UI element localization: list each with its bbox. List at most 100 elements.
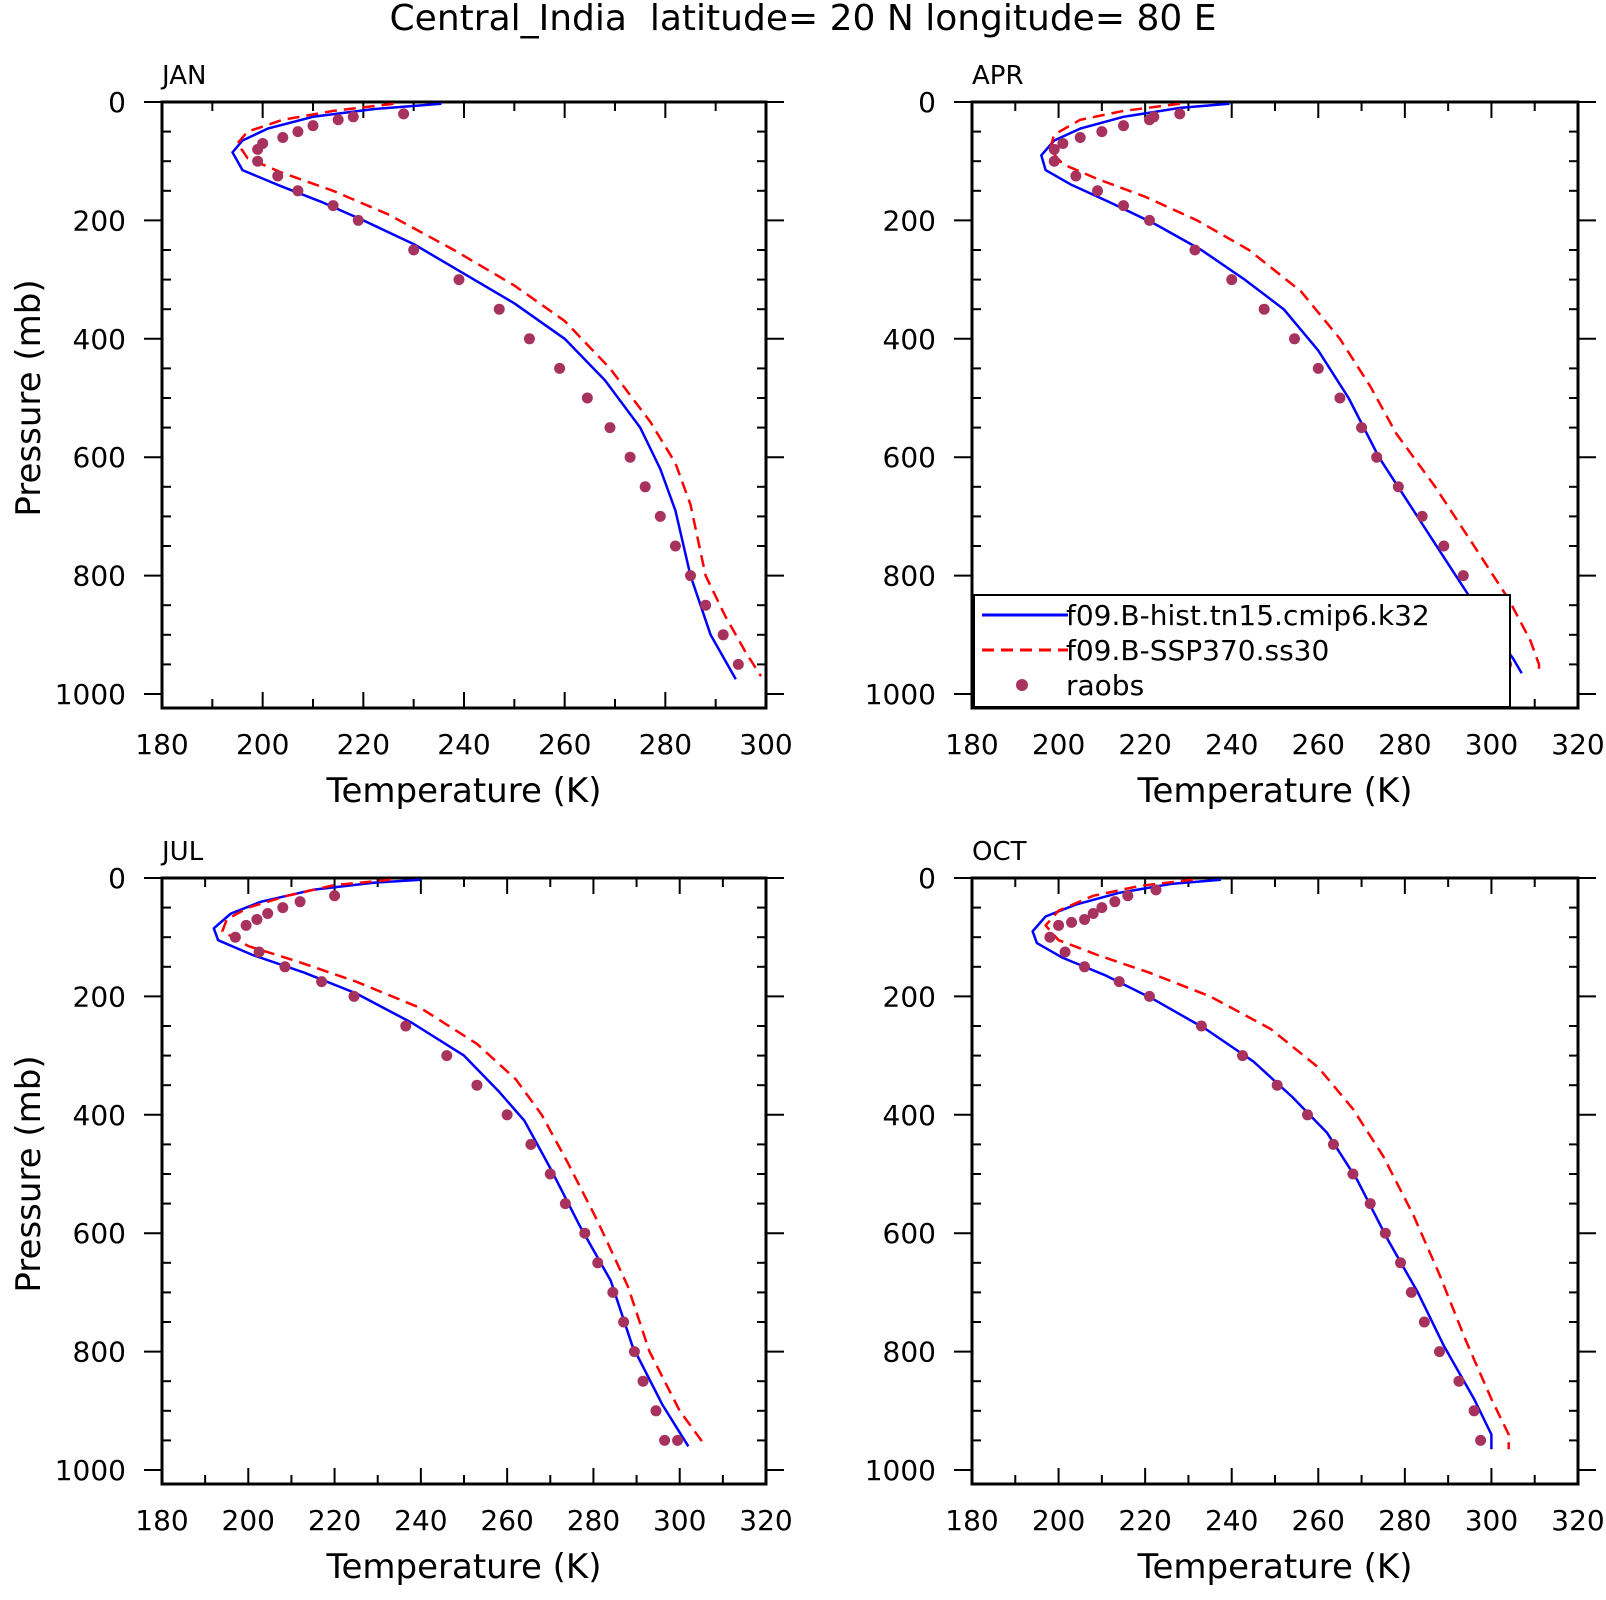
x-tick-label: 260: [1292, 728, 1345, 761]
raobs-point: [1143, 214, 1155, 226]
y-tick-label: 600: [883, 441, 936, 474]
raobs-point: [453, 274, 465, 286]
raobs-point: [272, 170, 284, 182]
raobs-point: [717, 629, 729, 641]
x-tick-label: 240: [394, 1504, 447, 1537]
raobs-point: [592, 1257, 604, 1269]
raobs-point: [581, 392, 593, 404]
raobs-point: [525, 1138, 537, 1150]
x-tick-label: 200: [222, 1504, 275, 1537]
ssp370-line: [1048, 102, 1541, 674]
raobs-point: [1327, 1138, 1339, 1150]
raobs-point: [307, 120, 319, 132]
x-tick-label: 320: [1551, 728, 1604, 761]
raobs-point: [408, 244, 420, 256]
x-tick-label: 300: [1465, 1504, 1518, 1537]
raobs-point: [1457, 570, 1469, 582]
x-axis-title: Temperature (K): [1136, 1547, 1412, 1587]
raobs-point: [639, 481, 651, 493]
x-tick-label: 320: [1551, 1504, 1604, 1537]
raobs-point: [618, 1316, 630, 1328]
x-tick-label: 180: [135, 728, 188, 761]
x-tick-label: 260: [538, 728, 591, 761]
x-tick-label: 300: [1465, 728, 1518, 761]
raobs-point: [1312, 362, 1324, 374]
raobs-point: [579, 1227, 591, 1239]
raobs-point: [1079, 961, 1091, 973]
raobs-point: [1118, 120, 1129, 132]
x-axis-title: Temperature (K): [325, 1547, 601, 1587]
x-tick-label: 260: [1292, 1504, 1345, 1537]
y-tick-label: 400: [883, 323, 936, 356]
raobs-point: [607, 1286, 619, 1298]
raobs-point: [292, 185, 304, 197]
hist-line: [1031, 878, 1493, 1450]
raobs-point: [1087, 908, 1099, 920]
panel-title: JUL: [160, 837, 204, 867]
y-tick-label: 600: [73, 441, 126, 474]
x-tick-label: 200: [1032, 728, 1085, 761]
raobs-point: [329, 890, 341, 902]
raobs-point: [1237, 1050, 1249, 1062]
raobs-point: [1143, 990, 1155, 1002]
y-tick-label: 1000: [865, 678, 936, 711]
raobs-point: [1066, 916, 1078, 928]
raobs-point: [277, 132, 289, 144]
raobs-point: [352, 214, 364, 226]
raobs-point: [251, 913, 263, 925]
raobs-point: [700, 599, 712, 611]
raobs-point: [292, 126, 304, 138]
x-tick-label: 300: [653, 1504, 706, 1537]
x-axis-title: Temperature (K): [1136, 771, 1412, 811]
raobs-point: [544, 1168, 556, 1180]
x-tick-label: 220: [337, 728, 390, 761]
raobs-point: [604, 422, 616, 434]
raobs-point: [1096, 126, 1108, 138]
legend-label: f09.B-SSP370.ss30: [1066, 634, 1329, 667]
raobs-point: [554, 362, 566, 374]
raobs-point: [316, 976, 328, 988]
panel-oct: 180 200 220 240 260 280 300 320 0 200 400 600 800 100…: [865, 837, 1605, 1587]
x-tick-label: 320: [739, 1504, 792, 1537]
x-tick-label: 240: [1205, 1504, 1258, 1537]
y-tick-label: 400: [73, 1099, 126, 1132]
raobs-point: [252, 143, 264, 155]
y-tick-label: 0: [108, 862, 126, 895]
raobs-point: [1301, 1109, 1313, 1121]
raobs-point: [685, 570, 696, 582]
x-tick-label: 240: [1205, 728, 1258, 761]
x-tick-label: 180: [135, 1504, 188, 1537]
y-tick-label: 200: [883, 204, 936, 237]
raobs-point: [327, 200, 339, 212]
ssp370-line: [1044, 878, 1510, 1450]
raobs-point: [1189, 244, 1201, 256]
raobs-point: [1405, 1286, 1417, 1298]
raobs-point: [559, 1198, 571, 1210]
panel-jan: 180 200 220 240 260 280 300 0 200 400 600 800 1000 JA…: [9, 61, 793, 811]
y-tick-label: 800: [73, 1336, 126, 1369]
raobs-point: [1195, 1020, 1207, 1032]
raobs-point: [1379, 1227, 1391, 1239]
ssp370-line: [221, 878, 707, 1448]
y-tick-label: 200: [73, 980, 126, 1013]
panel-jul: 180 200 220 240 260 280 300 320 0 200 400 600 800 100…: [9, 837, 793, 1587]
raobs-point: [628, 1346, 640, 1358]
raobs-point: [732, 658, 744, 670]
plot-frame: [160, 100, 768, 710]
x-axis-title: Temperature (K): [325, 771, 601, 811]
figure-title: Central_India latitude= 20 N longitude= …: [390, 0, 1217, 39]
raobs-point: [523, 333, 535, 345]
x-tick-label: 220: [308, 1504, 361, 1537]
raobs-point: [1356, 422, 1368, 434]
raobs-point: [253, 946, 265, 958]
raobs-point: [1070, 170, 1082, 182]
x-tick-label: 260: [480, 1504, 533, 1537]
y-tick-label: 1000: [865, 1454, 936, 1487]
x-tick-label: 280: [639, 728, 692, 761]
raobs-point: [1334, 392, 1346, 404]
raobs-point: [1074, 132, 1086, 144]
raobs-point: [1174, 108, 1186, 120]
y-tick-label: 800: [883, 560, 936, 593]
y-tick-label: 0: [108, 86, 126, 119]
y-tick-label: 1000: [55, 1454, 126, 1487]
